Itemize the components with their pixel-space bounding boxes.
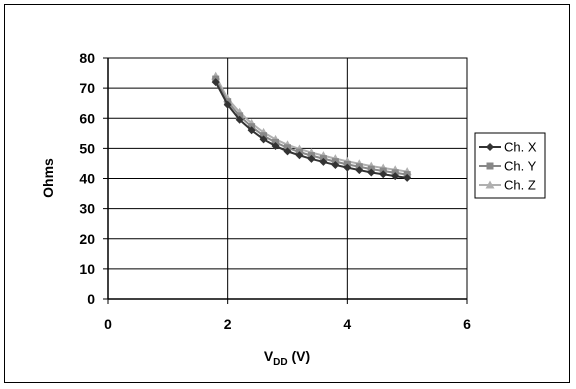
data-point-0-2 — [235, 115, 244, 124]
y-tick-label-7: 70 — [79, 80, 95, 96]
x-axis-title-main: V — [264, 348, 274, 364]
data-point-0-14 — [379, 170, 388, 179]
legend-marker-0 — [486, 143, 494, 151]
data-point-0-0 — [211, 78, 220, 87]
series-line-0 — [214, 81, 408, 179]
series-0 — [211, 78, 412, 182]
legend: Ch. X Ch. Y Ch. Z — [479, 140, 537, 193]
x-axis-ticks: 0 2 4 6 — [104, 299, 471, 332]
data-point-0-8 — [307, 154, 316, 163]
x-tick-label-3: 6 — [463, 316, 471, 332]
y-tick-label-0: 0 — [87, 291, 95, 307]
x-axis-title-unit: (V) — [288, 348, 311, 364]
x-tick-label-2: 4 — [343, 316, 351, 332]
data-point-0-10 — [331, 160, 340, 169]
data-point-0-15 — [391, 172, 400, 181]
data-point-0-5 — [271, 141, 280, 150]
data-point-0-11 — [343, 163, 352, 172]
data-point-0-7 — [295, 151, 304, 160]
y-tick-label-3: 30 — [79, 201, 95, 217]
x-tick-label-1: 2 — [224, 316, 232, 332]
data-point-0-16 — [403, 173, 412, 182]
data-point-0-4 — [259, 135, 268, 144]
grid-lines — [107, 57, 468, 300]
y-tick-label-8: 80 — [79, 50, 95, 66]
x-tick-label-0: 0 — [104, 316, 112, 332]
y-tick-label-4: 40 — [79, 171, 95, 187]
data-point-0-6 — [283, 147, 292, 156]
data-point-0-1 — [223, 100, 232, 109]
legend-marker-1 — [486, 162, 494, 170]
y-tick-label-1: 10 — [79, 261, 95, 277]
x-axis-title-subscript: DD — [273, 357, 287, 368]
data-point-0-12 — [355, 166, 364, 175]
legend-label-0: Ch. X — [504, 140, 537, 155]
data-point-0-13 — [367, 168, 376, 177]
data-point-0-3 — [247, 126, 256, 135]
y-tick-label-6: 60 — [79, 110, 95, 126]
legend-label-1: Ch. Y — [504, 159, 537, 174]
y-axis-title: Ohms — [40, 158, 56, 198]
data-point-0-9 — [319, 157, 328, 166]
y-tick-label-5: 50 — [79, 140, 95, 156]
y-tick-label-2: 20 — [79, 231, 95, 247]
series-group — [211, 71, 412, 182]
legend-label-2: Ch. Z — [504, 178, 536, 193]
legend-marker-2 — [485, 180, 495, 189]
y-axis-ticks: 0 10 20 30 40 50 60 70 80 — [79, 50, 108, 307]
x-axis-title: VDD (V) — [264, 348, 310, 368]
